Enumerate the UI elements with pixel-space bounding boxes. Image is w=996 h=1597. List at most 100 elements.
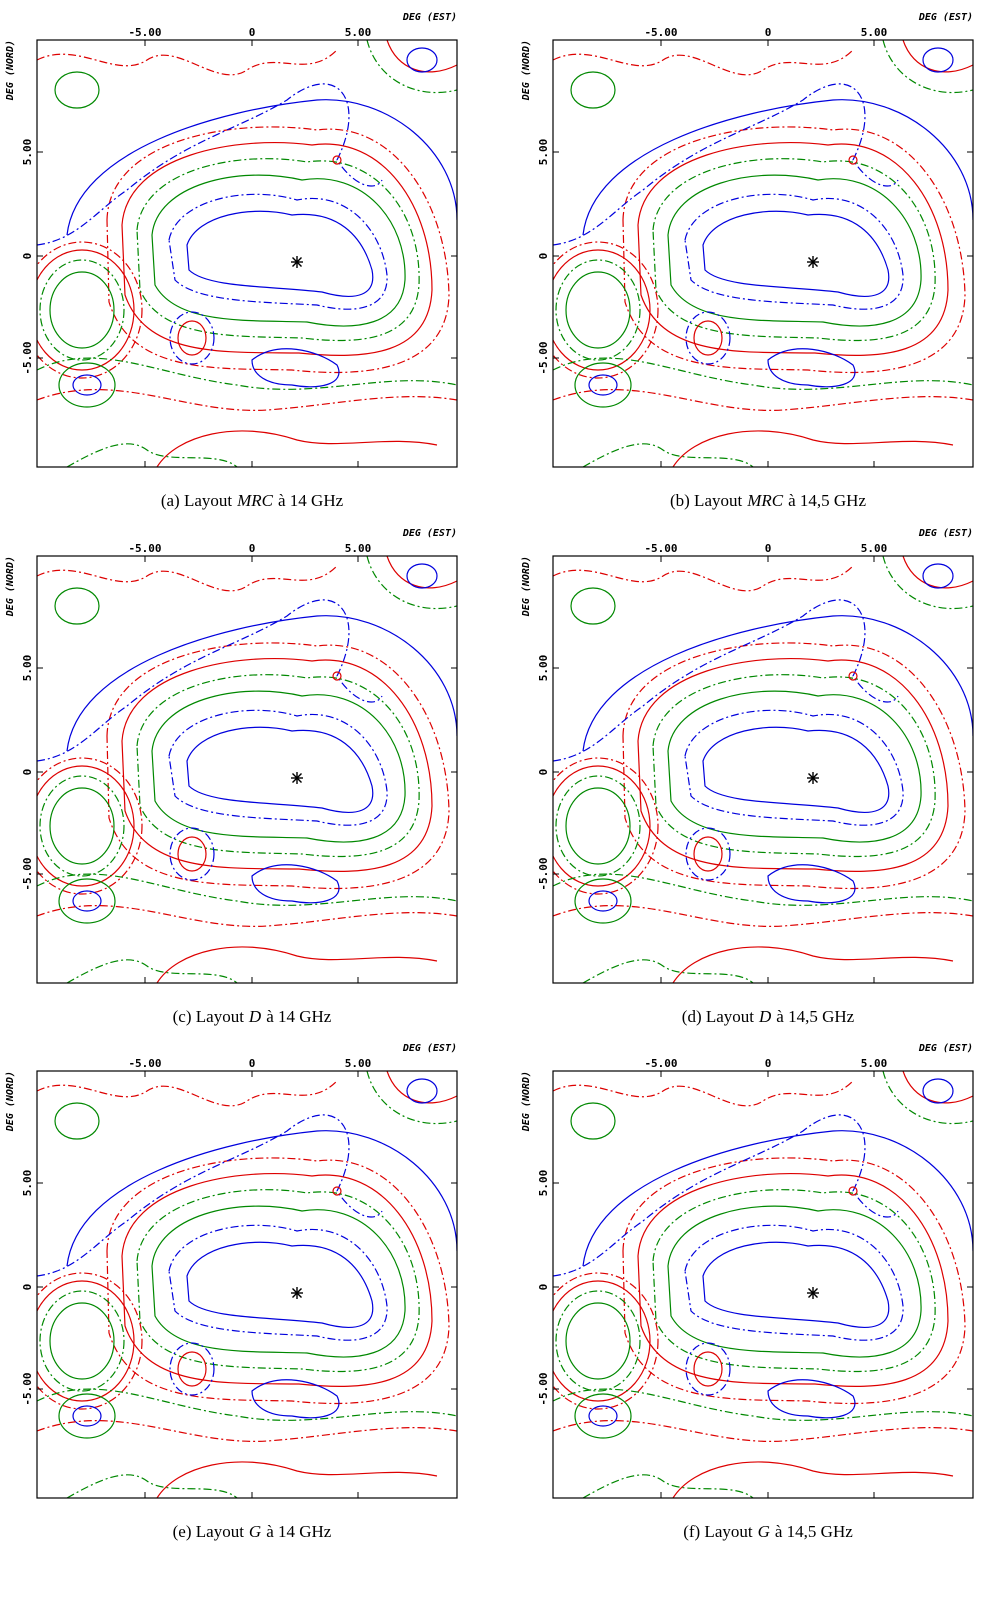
y-tick-label: -5.00 (21, 857, 34, 890)
x-tick-label: 0 (249, 1057, 256, 1070)
contour-plot (553, 40, 973, 467)
caption-frequency: à 14 GHz (278, 491, 344, 510)
y-tick-label: 5.00 (21, 655, 34, 682)
contour-plot (37, 556, 457, 983)
caption-layout: D (758, 1007, 772, 1026)
y-tick-label: 5.00 (537, 655, 550, 682)
frame (552, 1070, 974, 1499)
caption-layout: MRC (746, 491, 784, 510)
caption-layout: G (249, 1522, 261, 1541)
frame (552, 39, 974, 468)
x-tick-label: -5.00 (644, 542, 677, 555)
y-tick-label: -5.00 (21, 341, 34, 374)
center-marker (806, 771, 820, 785)
x-axis-label: DEG (EST) (402, 1043, 457, 1054)
caption-frequency: à 14 GHz (266, 1522, 332, 1541)
x-tick-label: -5.00 (128, 26, 161, 39)
x-tick-label: 0 (249, 26, 256, 39)
contours (553, 556, 973, 983)
contour-plot (553, 1071, 973, 1498)
x-tick-label: 5.00 (861, 26, 888, 39)
x-axis-label: DEG (EST) (918, 1043, 973, 1054)
y-tick-label: 5.00 (537, 1170, 550, 1197)
contours (553, 40, 973, 467)
x-tick-label: 0 (249, 542, 256, 555)
center-marker (290, 1286, 304, 1300)
contours (37, 556, 457, 983)
x-tick-label: -5.00 (644, 26, 677, 39)
center-marker (290, 771, 304, 785)
caption-layout: D (248, 1007, 262, 1026)
y-tick-label: 0 (537, 1284, 550, 1291)
contours (553, 1071, 973, 1498)
y-tick-label: 5.00 (21, 1170, 34, 1197)
caption: (b) Layout MRC à 14,5 GHz (670, 491, 866, 510)
x-tick-label: 5.00 (345, 26, 372, 39)
x-axis-label: DEG (EST) (402, 528, 457, 539)
x-tick-label: 5.00 (345, 542, 372, 555)
y-tick-label: -5.00 (21, 1372, 34, 1405)
frame (552, 555, 974, 984)
contour-plot (37, 40, 457, 467)
x-tick-label: 0 (765, 26, 772, 39)
y-tick-label: -5.00 (537, 341, 550, 374)
y-axis-label: DEG (NORD) (5, 40, 16, 101)
x-axis-label: DEG (EST) (918, 528, 973, 539)
center-marker (806, 255, 820, 269)
y-tick-label: 5.00 (537, 139, 550, 166)
caption: (a) Layout MRC à 14 GHz (161, 491, 344, 510)
caption-tag: (d) Layout (682, 1007, 755, 1026)
y-tick-label: 0 (21, 1284, 34, 1291)
panel: -5.00 0 5.00 5.00 0 -5.00 DEG (EST) DEG (NORD) (… (521, 12, 974, 510)
contour-plot (553, 556, 973, 983)
contour-plot (37, 1071, 457, 1498)
frame (36, 1070, 458, 1499)
y-axis-label: DEG (NORD) (521, 40, 532, 101)
x-tick-label: 0 (765, 1057, 772, 1070)
caption-tag: (b) Layout (670, 491, 743, 510)
x-axis-label: DEG (EST) (918, 12, 973, 23)
caption-tag: (e) Layout (173, 1522, 245, 1541)
y-tick-label: -5.00 (537, 857, 550, 890)
y-tick-label: 0 (21, 253, 34, 260)
panel: -5.00 0 5.00 5.00 0 -5.00 DEG (EST) DEG (NORD) (… (5, 528, 458, 1026)
panel: -5.00 0 5.00 5.00 0 -5.00 DEG (EST) DEG (NORD) (… (521, 528, 974, 1026)
x-tick-label: -5.00 (128, 1057, 161, 1070)
center-marker (290, 255, 304, 269)
x-tick-label: 5.00 (345, 1057, 372, 1070)
contours (37, 40, 457, 467)
caption-frequency: à 14,5 GHz (775, 1522, 853, 1541)
caption-tag: (c) Layout (173, 1007, 245, 1026)
y-axis-label: DEG (NORD) (521, 1071, 532, 1132)
panel: -5.00 0 5.00 5.00 0 -5.00 DEG (EST) DEG (NORD) (… (5, 1043, 458, 1541)
caption-tag: (f) Layout (683, 1522, 753, 1541)
frame (36, 555, 458, 984)
y-axis-label: DEG (NORD) (521, 556, 532, 617)
panel: -5.00 0 5.00 5.00 0 -5.00 DEG (EST) DEG (NORD) (… (5, 12, 458, 510)
y-tick-label: 0 (537, 769, 550, 776)
y-axis-label: DEG (NORD) (5, 556, 16, 617)
y-tick-label: -5.00 (537, 1372, 550, 1405)
x-axis-label: DEG (EST) (402, 12, 457, 23)
caption-frequency: à 14 GHz (266, 1007, 332, 1026)
caption-frequency: à 14,5 GHz (788, 491, 866, 510)
y-tick-label: 0 (537, 253, 550, 260)
y-axis-label: DEG (NORD) (5, 1071, 16, 1132)
frame (36, 39, 458, 468)
center-marker (806, 1286, 820, 1300)
caption-layout: G (758, 1522, 770, 1541)
x-tick-label: 5.00 (861, 542, 888, 555)
y-tick-label: 5.00 (21, 139, 34, 166)
caption-tag: (a) Layout (161, 491, 233, 510)
x-tick-label: 0 (765, 542, 772, 555)
x-tick-label: -5.00 (128, 542, 161, 555)
contours (37, 1071, 457, 1498)
x-tick-label: -5.00 (644, 1057, 677, 1070)
panel: -5.00 0 5.00 5.00 0 -5.00 DEG (EST) DEG (NORD) (… (521, 1043, 974, 1541)
y-tick-label: 0 (21, 769, 34, 776)
